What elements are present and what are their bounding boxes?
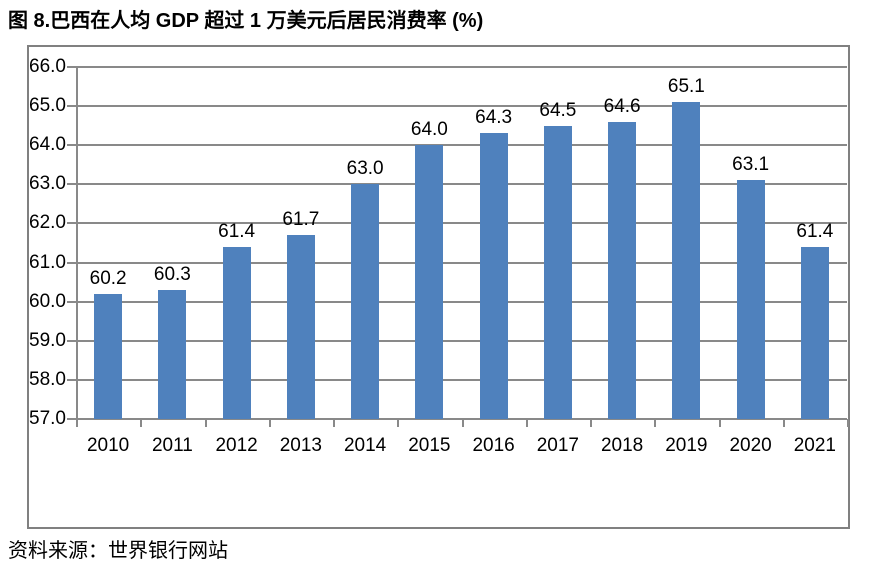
y-axis-label: 60.0 xyxy=(29,290,66,312)
gridline xyxy=(76,66,847,68)
y-axis-label: 66.0 xyxy=(29,56,66,77)
x-tick xyxy=(140,419,143,427)
x-tick xyxy=(525,419,528,427)
bar-value-label: 61.4 xyxy=(796,220,834,242)
bar xyxy=(351,184,380,419)
bar-value-label: 63.0 xyxy=(346,158,384,180)
y-axis-label: 64.0 xyxy=(29,134,66,156)
bar-value-label: 60.3 xyxy=(153,263,191,285)
y-tick xyxy=(67,261,76,264)
plot-area: 57.0 58.0 59.0 60.0 61.0 62.0 63.0 64.0 65.0 66.0… xyxy=(29,47,849,527)
bar xyxy=(543,125,572,419)
x-axis-label: 2019 xyxy=(665,435,708,456)
x-axis-label: 2014 xyxy=(343,435,387,456)
gridline xyxy=(76,339,847,342)
x-axis-label: 2015 xyxy=(408,435,451,456)
bar-value-label: 64.5 xyxy=(539,99,577,121)
bar xyxy=(158,289,187,419)
bar xyxy=(736,180,765,419)
x-axis-label: 2020 xyxy=(729,435,772,456)
y-tick xyxy=(67,418,76,420)
y-tick xyxy=(67,105,76,108)
gridline xyxy=(76,222,847,225)
x-tick xyxy=(76,419,78,427)
x-tick xyxy=(590,419,592,427)
x-tick xyxy=(333,419,335,427)
x-tick xyxy=(847,419,849,427)
bar xyxy=(286,235,315,419)
y-axis-label: 59.0 xyxy=(29,329,66,351)
x-tick xyxy=(654,419,657,427)
y-axis-label: 58.0 xyxy=(29,368,66,390)
bar xyxy=(800,246,829,419)
bar xyxy=(415,145,444,419)
y-axis-label: 65.0 xyxy=(29,95,66,117)
x-axis-label: 2012 xyxy=(215,435,258,456)
x-tick xyxy=(718,419,721,427)
y-axis-label: 62.0 xyxy=(29,212,66,234)
bar-value-label: 64.6 xyxy=(603,95,641,117)
bar-value-label: 61.4 xyxy=(218,220,256,242)
x-tick xyxy=(397,419,400,427)
x-axis-label: 2017 xyxy=(536,435,580,456)
chart-frame: 57.0 58.0 59.0 60.0 61.0 62.0 63.0 64.0 65.0 66.0… xyxy=(27,45,850,529)
bar xyxy=(608,121,637,419)
x-axis-label: 2021 xyxy=(793,435,837,456)
gridline xyxy=(76,183,847,186)
x-tick xyxy=(461,419,464,427)
x-tick xyxy=(782,419,785,427)
x-axis-label: 2011 xyxy=(151,435,193,456)
x-tick xyxy=(268,419,271,427)
x-axis-label: 2013 xyxy=(279,435,323,456)
y-axis-label: 61.0 xyxy=(29,251,66,273)
bar xyxy=(672,102,701,419)
bar-value-label: 64.0 xyxy=(410,119,448,141)
bar-value-label: 60.2 xyxy=(89,267,127,289)
bar-value-label: 63.1 xyxy=(732,154,770,176)
x-tick xyxy=(204,419,207,427)
y-axis-label: 57.0 xyxy=(29,408,66,429)
x-axis-label: 2016 xyxy=(472,435,515,456)
source-note: 资料来源：世界银行网站 xyxy=(8,540,228,562)
x-axis-label: 2010 xyxy=(86,435,130,456)
chart-title: 图 8.巴西在人均 GDP 超过 1 万美元后居民消费率 (%) xyxy=(8,10,484,32)
gridline xyxy=(76,378,847,381)
x-axis-label: 2018 xyxy=(600,435,644,456)
gridline xyxy=(76,300,847,303)
y-tick xyxy=(67,144,76,147)
y-tick xyxy=(67,66,76,68)
y-axis-label: 63.0 xyxy=(29,173,66,195)
bar-value-label: 61.7 xyxy=(282,209,320,231)
bar xyxy=(94,293,123,419)
y-axis-line xyxy=(76,67,78,427)
y-tick xyxy=(67,339,76,342)
y-tick xyxy=(67,300,76,303)
y-tick xyxy=(67,183,76,186)
y-tick xyxy=(67,222,76,225)
bar-value-label: 64.3 xyxy=(475,107,513,129)
bar xyxy=(479,133,508,419)
gridline xyxy=(76,144,847,147)
bar-value-label: 65.1 xyxy=(667,76,705,98)
gridline xyxy=(76,105,847,108)
bar xyxy=(222,246,251,419)
y-tick xyxy=(67,378,76,381)
gridline xyxy=(76,261,847,264)
